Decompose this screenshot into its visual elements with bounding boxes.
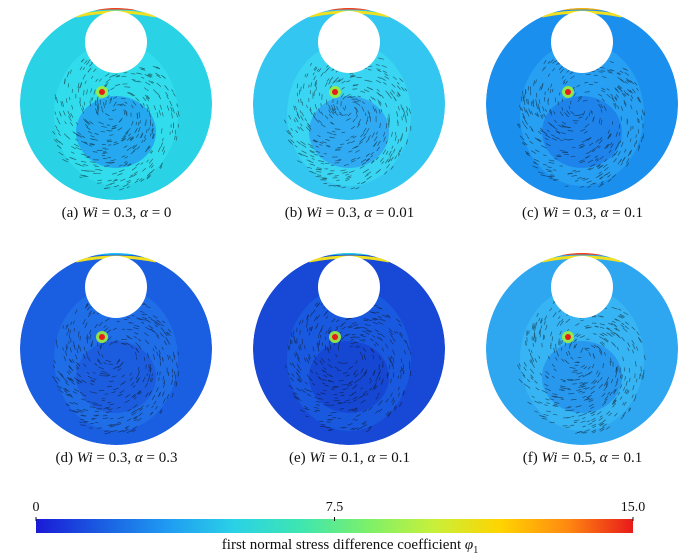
inner-cylinder-a — [85, 11, 147, 73]
colorbar-tick-label-1: 7.5 — [325, 500, 344, 515]
caption-a: (a) Wi = 0.3, α = 0 — [0, 205, 233, 222]
caption-b-al-sym: α — [364, 205, 372, 221]
caption-c: (c) Wi = 0.3, α = 0.1 — [466, 205, 699, 222]
panel-d: (d) Wi = 0.3, α = 0.3 — [0, 245, 233, 485]
caption-d-wi-sym: Wi — [76, 450, 93, 466]
flow-domain-d — [20, 253, 212, 445]
colorbar-gradient — [36, 519, 633, 533]
caption-e-wi-sym: Wi — [309, 450, 326, 466]
caption-e: (e) Wi = 0.1, α = 0.1 — [233, 450, 466, 467]
caption-b: (b) Wi = 0.3, α = 0.01 — [233, 205, 466, 222]
velocity-vectors-e — [284, 293, 412, 433]
inner-cylinder-e — [318, 256, 380, 318]
stress-hotspot-a — [99, 89, 105, 95]
inner-cylinder-f — [551, 256, 613, 318]
caption-d-wi-val: = 0.3, — [92, 450, 135, 466]
caption-e-label: (e) — [288, 450, 310, 466]
caption-e-al-val: = 0.1 — [375, 450, 411, 466]
stress-hotspot-f — [565, 334, 571, 340]
caption-f-wi-sym: Wi — [541, 450, 558, 466]
panel-c: (c) Wi = 0.3, α = 0.1 — [466, 0, 699, 240]
caption-d-label: (d) — [55, 450, 77, 466]
colorbar-title: first normal stress difference coefficie… — [221, 537, 479, 556]
caption-b-label: (b) — [284, 205, 307, 221]
caption-a-wi-val: = 0.3, — [97, 205, 141, 221]
flow-domain-e — [253, 253, 445, 445]
stress-hotspot-b — [332, 89, 338, 95]
caption-e-wi-val: = 0.1, — [325, 450, 368, 466]
caption-e-al-sym: α — [367, 450, 376, 466]
caption-b-wi-val: = 0.3, — [321, 205, 365, 221]
panel-f: (f) Wi = 0.5, α = 0.1 — [466, 245, 699, 485]
caption-a-wi-sym: Wi — [82, 205, 98, 221]
panel-b: (b) Wi = 0.3, α = 0.01 — [233, 0, 466, 240]
inner-cylinder-d — [85, 256, 147, 318]
caption-f-wi-val: = 0.5, — [557, 450, 600, 466]
flow-domain-b — [253, 8, 445, 200]
caption-c-label: (c) — [521, 205, 543, 221]
velocity-vectors-a — [52, 48, 180, 191]
stress-hotspot-e — [332, 334, 338, 340]
caption-f-label: (f) — [522, 450, 542, 466]
flow-domain-f — [486, 253, 678, 445]
caption-f-al-val: = 0.1 — [607, 450, 643, 466]
caption-d-al-val: = 0.3 — [142, 450, 178, 466]
panel-a: (a) Wi = 0.3, α = 0 — [0, 0, 233, 240]
caption-c-al-val: = 0.1 — [608, 205, 644, 221]
caption-a-label: (a) — [61, 205, 82, 221]
colorbar-tick-label-0: 0 — [32, 500, 40, 515]
caption-d-al-sym: α — [134, 450, 143, 466]
stress-hotspot-d — [99, 334, 105, 340]
caption-d: (d) Wi = 0.3, α = 0.3 — [0, 450, 233, 467]
flow-domain-c — [486, 8, 678, 200]
colorbar-tickmarks — [35, 517, 634, 521]
flow-domain-a — [20, 8, 212, 200]
caption-b-al-val: = 0.01 — [371, 205, 415, 221]
caption-b-wi-sym: Wi — [306, 205, 322, 221]
stress-hotspot-c — [565, 89, 571, 95]
caption-f: (f) Wi = 0.5, α = 0.1 — [466, 450, 699, 467]
caption-c-wi-val: = 0.3, — [558, 205, 601, 221]
colorbar-tick-label-2: 15.0 — [620, 500, 646, 515]
panel-e: (e) Wi = 0.1, α = 0.1 — [233, 245, 466, 485]
caption-a-al-sym: α — [140, 205, 148, 221]
inner-cylinder-b — [318, 11, 380, 73]
caption-a-al-val: = 0 — [147, 205, 172, 221]
inner-cylinder-c — [551, 11, 613, 73]
caption-f-al-sym: α — [599, 450, 608, 466]
caption-c-al-sym: α — [600, 205, 609, 221]
caption-c-wi-sym: Wi — [542, 205, 559, 221]
